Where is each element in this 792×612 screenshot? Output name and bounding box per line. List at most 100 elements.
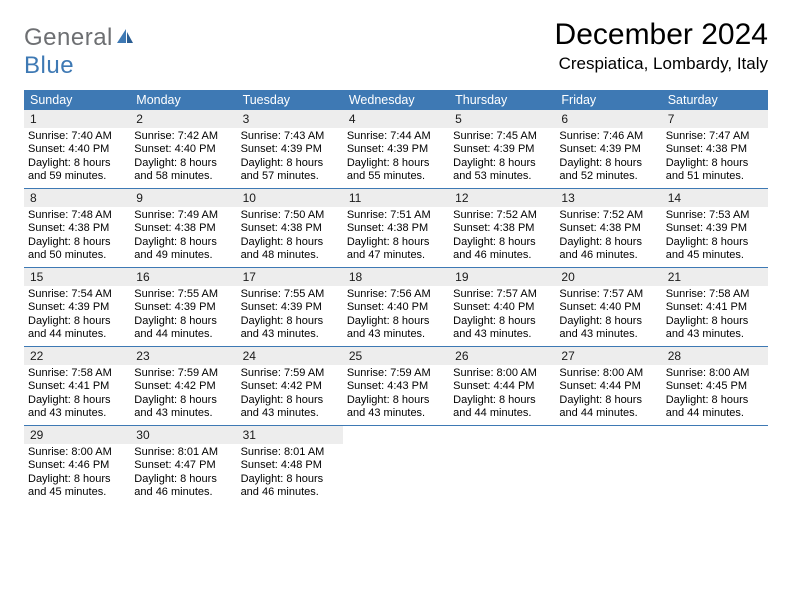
dow-sunday: Sunday <box>24 90 130 110</box>
daylight-line: Daylight: 8 hours and 47 minutes. <box>347 236 445 263</box>
day-cell: 13Sunrise: 7:52 AMSunset: 4:38 PMDayligh… <box>555 189 661 267</box>
sunrise-line: Sunrise: 7:59 AM <box>134 367 232 380</box>
daylight-line: Daylight: 8 hours and 45 minutes. <box>666 236 764 263</box>
day-body: Sunrise: 7:56 AMSunset: 4:40 PMDaylight:… <box>343 286 449 346</box>
sunset-line: Sunset: 4:38 PM <box>28 222 126 235</box>
sunset-line: Sunset: 4:40 PM <box>28 143 126 156</box>
day-cell: 20Sunrise: 7:57 AMSunset: 4:40 PMDayligh… <box>555 268 661 346</box>
sunset-line: Sunset: 4:39 PM <box>559 143 657 156</box>
day-cell: 4Sunrise: 7:44 AMSunset: 4:39 PMDaylight… <box>343 110 449 188</box>
sunset-line: Sunset: 4:38 PM <box>666 143 764 156</box>
day-cell: 6Sunrise: 7:46 AMSunset: 4:39 PMDaylight… <box>555 110 661 188</box>
day-body: Sunrise: 7:48 AMSunset: 4:38 PMDaylight:… <box>24 207 130 267</box>
daylight-line: Daylight: 8 hours and 51 minutes. <box>666 157 764 184</box>
day-body: Sunrise: 7:54 AMSunset: 4:39 PMDaylight:… <box>24 286 130 346</box>
day-body: Sunrise: 7:50 AMSunset: 4:38 PMDaylight:… <box>237 207 343 267</box>
daylight-line: Daylight: 8 hours and 43 minutes. <box>347 315 445 342</box>
day-number: 21 <box>662 268 768 286</box>
day-cell: 19Sunrise: 7:57 AMSunset: 4:40 PMDayligh… <box>449 268 555 346</box>
day-cell: 29Sunrise: 8:00 AMSunset: 4:46 PMDayligh… <box>24 426 130 504</box>
day-body: Sunrise: 8:01 AMSunset: 4:48 PMDaylight:… <box>237 444 343 504</box>
sunrise-line: Sunrise: 7:58 AM <box>28 367 126 380</box>
sunrise-line: Sunrise: 7:44 AM <box>347 130 445 143</box>
dow-thursday: Thursday <box>449 90 555 110</box>
sunset-line: Sunset: 4:43 PM <box>347 380 445 393</box>
daylight-line: Daylight: 8 hours and 44 minutes. <box>666 394 764 421</box>
day-number: 6 <box>555 110 661 128</box>
day-number: 27 <box>555 347 661 365</box>
day-body: Sunrise: 7:55 AMSunset: 4:39 PMDaylight:… <box>237 286 343 346</box>
day-cell: 28Sunrise: 8:00 AMSunset: 4:45 PMDayligh… <box>662 347 768 425</box>
day-body: Sunrise: 7:47 AMSunset: 4:38 PMDaylight:… <box>662 128 768 188</box>
daylight-line: Daylight: 8 hours and 58 minutes. <box>134 157 232 184</box>
sunrise-line: Sunrise: 7:55 AM <box>134 288 232 301</box>
sunrise-line: Sunrise: 7:49 AM <box>134 209 232 222</box>
sunset-line: Sunset: 4:39 PM <box>666 222 764 235</box>
day-cell <box>449 426 555 504</box>
sunrise-line: Sunrise: 7:42 AM <box>134 130 232 143</box>
sunset-line: Sunset: 4:42 PM <box>241 380 339 393</box>
sunrise-line: Sunrise: 7:54 AM <box>28 288 126 301</box>
daylight-line: Daylight: 8 hours and 53 minutes. <box>453 157 551 184</box>
day-body: Sunrise: 7:59 AMSunset: 4:43 PMDaylight:… <box>343 365 449 425</box>
sunset-line: Sunset: 4:42 PM <box>134 380 232 393</box>
day-cell: 8Sunrise: 7:48 AMSunset: 4:38 PMDaylight… <box>24 189 130 267</box>
sunrise-line: Sunrise: 7:48 AM <box>28 209 126 222</box>
day-number: 2 <box>130 110 236 128</box>
day-number: 4 <box>343 110 449 128</box>
sunset-line: Sunset: 4:47 PM <box>134 459 232 472</box>
logo-word-2: Blue <box>24 52 74 79</box>
day-body: Sunrise: 7:49 AMSunset: 4:38 PMDaylight:… <box>130 207 236 267</box>
day-number: 8 <box>24 189 130 207</box>
sunrise-line: Sunrise: 8:00 AM <box>28 446 126 459</box>
day-body: Sunrise: 7:58 AMSunset: 4:41 PMDaylight:… <box>24 365 130 425</box>
sunset-line: Sunset: 4:40 PM <box>347 301 445 314</box>
sunrise-line: Sunrise: 8:00 AM <box>666 367 764 380</box>
day-cell: 1Sunrise: 7:40 AMSunset: 4:40 PMDaylight… <box>24 110 130 188</box>
sunset-line: Sunset: 4:40 PM <box>559 301 657 314</box>
day-number: 11 <box>343 189 449 207</box>
day-body: Sunrise: 7:52 AMSunset: 4:38 PMDaylight:… <box>449 207 555 267</box>
daylight-line: Daylight: 8 hours and 43 minutes. <box>241 315 339 342</box>
day-number: 14 <box>662 189 768 207</box>
sunrise-line: Sunrise: 7:40 AM <box>28 130 126 143</box>
day-cell: 30Sunrise: 8:01 AMSunset: 4:47 PMDayligh… <box>130 426 236 504</box>
day-body: Sunrise: 7:55 AMSunset: 4:39 PMDaylight:… <box>130 286 236 346</box>
daylight-line: Daylight: 8 hours and 46 minutes. <box>241 473 339 500</box>
day-body: Sunrise: 8:00 AMSunset: 4:46 PMDaylight:… <box>24 444 130 504</box>
day-number: 12 <box>449 189 555 207</box>
sail-icon <box>115 24 135 52</box>
sunset-line: Sunset: 4:38 PM <box>453 222 551 235</box>
day-body: Sunrise: 7:51 AMSunset: 4:38 PMDaylight:… <box>343 207 449 267</box>
day-number: 22 <box>24 347 130 365</box>
sunrise-line: Sunrise: 8:00 AM <box>559 367 657 380</box>
day-number: 29 <box>24 426 130 444</box>
daylight-line: Daylight: 8 hours and 43 minutes. <box>666 315 764 342</box>
daylight-line: Daylight: 8 hours and 59 minutes. <box>28 157 126 184</box>
daylight-line: Daylight: 8 hours and 52 minutes. <box>559 157 657 184</box>
sunrise-line: Sunrise: 7:45 AM <box>453 130 551 143</box>
daylight-line: Daylight: 8 hours and 45 minutes. <box>28 473 126 500</box>
sunset-line: Sunset: 4:38 PM <box>134 222 232 235</box>
week-row: 29Sunrise: 8:00 AMSunset: 4:46 PMDayligh… <box>24 426 768 504</box>
day-body: Sunrise: 8:00 AMSunset: 4:45 PMDaylight:… <box>662 365 768 425</box>
daylight-line: Daylight: 8 hours and 46 minutes. <box>559 236 657 263</box>
sunset-line: Sunset: 4:38 PM <box>559 222 657 235</box>
day-cell: 14Sunrise: 7:53 AMSunset: 4:39 PMDayligh… <box>662 189 768 267</box>
dow-friday: Friday <box>555 90 661 110</box>
day-number: 24 <box>237 347 343 365</box>
day-cell: 25Sunrise: 7:59 AMSunset: 4:43 PMDayligh… <box>343 347 449 425</box>
day-number: 10 <box>237 189 343 207</box>
daylight-line: Daylight: 8 hours and 44 minutes. <box>559 394 657 421</box>
day-cell: 21Sunrise: 7:58 AMSunset: 4:41 PMDayligh… <box>662 268 768 346</box>
daylight-line: Daylight: 8 hours and 44 minutes. <box>453 394 551 421</box>
sunrise-line: Sunrise: 7:57 AM <box>453 288 551 301</box>
day-body: Sunrise: 7:57 AMSunset: 4:40 PMDaylight:… <box>555 286 661 346</box>
day-body: Sunrise: 7:44 AMSunset: 4:39 PMDaylight:… <box>343 128 449 188</box>
day-number: 20 <box>555 268 661 286</box>
title-block: December 2024 Crespiatica, Lombardy, Ita… <box>555 18 768 74</box>
day-body: Sunrise: 7:58 AMSunset: 4:41 PMDaylight:… <box>662 286 768 346</box>
day-body: Sunrise: 7:59 AMSunset: 4:42 PMDaylight:… <box>130 365 236 425</box>
sunset-line: Sunset: 4:44 PM <box>559 380 657 393</box>
daylight-line: Daylight: 8 hours and 46 minutes. <box>453 236 551 263</box>
